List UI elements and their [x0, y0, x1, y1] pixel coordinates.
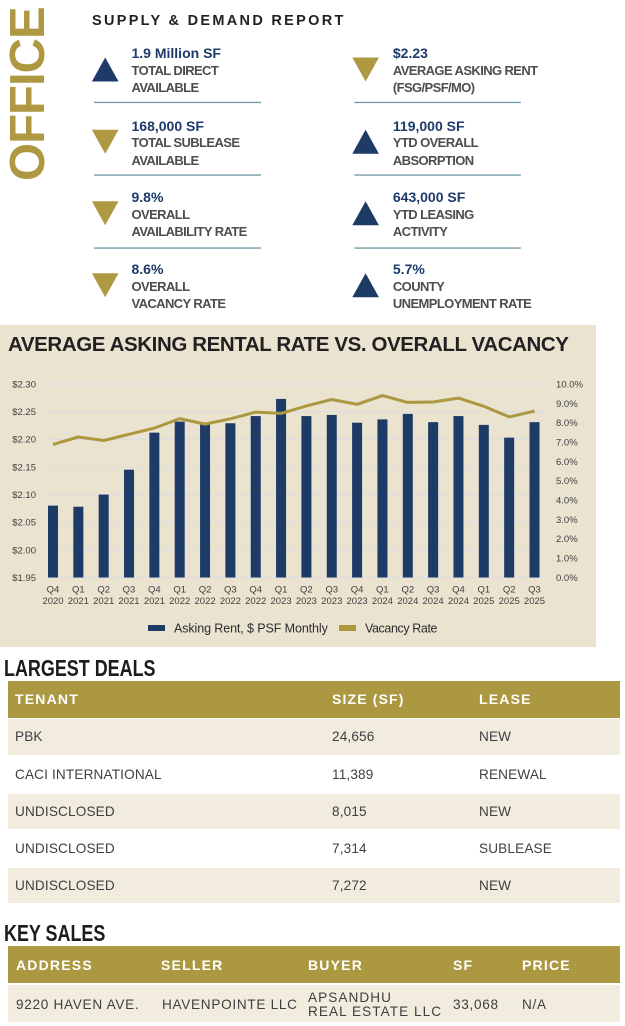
svg-text:Asking Rent, $ PSF Monthly: Asking Rent, $ PSF Monthly: [174, 622, 329, 636]
svg-text:2022: 2022: [195, 596, 216, 607]
svg-text:2.0%: 2.0%: [556, 534, 578, 545]
svg-text:2021: 2021: [144, 596, 165, 607]
svg-text:2022: 2022: [220, 596, 241, 607]
svg-text:Q3: Q3: [528, 585, 541, 596]
svg-text:Q3: Q3: [123, 585, 136, 596]
svg-text:4.0%: 4.0%: [556, 496, 578, 507]
svg-text:2024: 2024: [397, 596, 418, 607]
svg-text:Q2: Q2: [503, 585, 516, 596]
svg-text:Q1: Q1: [376, 585, 389, 596]
svg-text:2025: 2025: [499, 596, 520, 607]
svg-text:Q3: Q3: [427, 585, 440, 596]
svg-text:7.0%: 7.0%: [556, 438, 578, 449]
svg-text:$2.10: $2.10: [12, 490, 36, 501]
svg-text:Q3: Q3: [325, 585, 338, 596]
svg-text:2020: 2020: [42, 596, 63, 607]
svg-text:Q1: Q1: [173, 585, 186, 596]
svg-text:2024: 2024: [372, 596, 393, 607]
svg-text:6.0%: 6.0%: [556, 457, 578, 468]
svg-text:2023: 2023: [271, 596, 292, 607]
svg-text:Q2: Q2: [401, 585, 414, 596]
svg-text:2023: 2023: [296, 596, 317, 607]
svg-text:$2.25: $2.25: [12, 407, 36, 418]
svg-text:10.0%: 10.0%: [556, 379, 583, 390]
svg-text:$2.20: $2.20: [12, 435, 36, 446]
svg-text:Q4: Q4: [148, 585, 161, 596]
svg-text:Q2: Q2: [199, 585, 212, 596]
svg-text:9.0%: 9.0%: [556, 399, 578, 410]
svg-text:Q4: Q4: [351, 585, 364, 596]
svg-text:Q1: Q1: [72, 585, 85, 596]
svg-text:Q1: Q1: [275, 585, 288, 596]
svg-text:Q2: Q2: [97, 585, 110, 596]
svg-text:0.0%: 0.0%: [556, 573, 578, 584]
svg-text:2022: 2022: [245, 596, 266, 607]
svg-text:1.0%: 1.0%: [556, 554, 578, 565]
svg-text:$2.15: $2.15: [12, 462, 36, 473]
svg-text:2021: 2021: [68, 596, 89, 607]
svg-text:Q4: Q4: [249, 585, 262, 596]
svg-text:Q2: Q2: [300, 585, 313, 596]
svg-text:2022: 2022: [169, 596, 190, 607]
svg-text:Q4: Q4: [452, 585, 465, 596]
svg-text:$1.95: $1.95: [12, 573, 36, 584]
svg-text:5.0%: 5.0%: [556, 476, 578, 487]
svg-text:$2.05: $2.05: [12, 518, 36, 529]
svg-text:2021: 2021: [118, 596, 139, 607]
svg-text:2025: 2025: [524, 596, 545, 607]
svg-text:2023: 2023: [347, 596, 368, 607]
svg-text:3.0%: 3.0%: [556, 515, 578, 526]
svg-text:2025: 2025: [473, 596, 494, 607]
svg-text:8.0%: 8.0%: [556, 418, 578, 429]
svg-text:Vacancy Rate: Vacancy Rate: [365, 622, 438, 636]
svg-text:Q1: Q1: [477, 585, 490, 596]
svg-text:2021: 2021: [93, 596, 114, 607]
svg-text:2024: 2024: [448, 596, 469, 607]
svg-text:Q3: Q3: [224, 585, 237, 596]
svg-text:$2.00: $2.00: [12, 545, 36, 556]
svg-text:$2.30: $2.30: [12, 379, 36, 390]
svg-text:2024: 2024: [423, 596, 444, 607]
svg-text:2023: 2023: [321, 596, 342, 607]
svg-text:Q4: Q4: [47, 585, 60, 596]
